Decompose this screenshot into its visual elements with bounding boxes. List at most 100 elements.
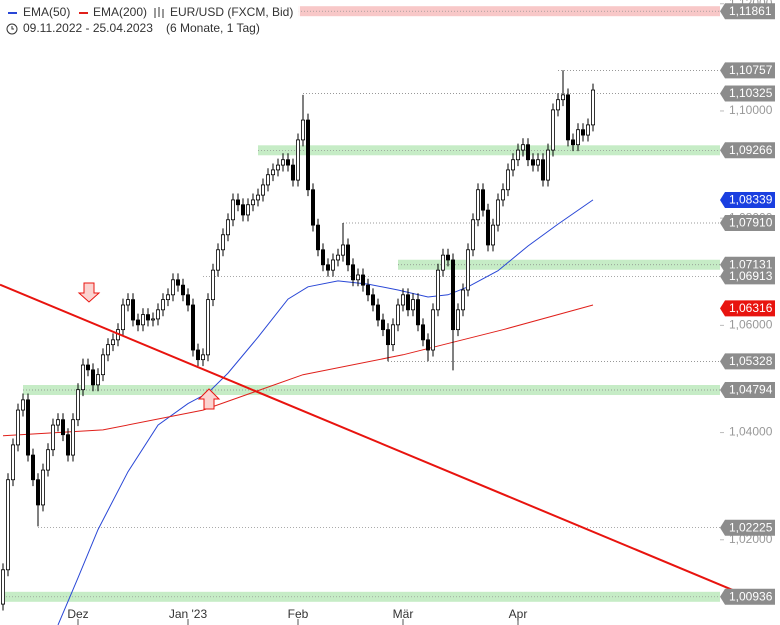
candle-body [155,309,160,320]
candle-body [96,374,101,386]
price-tag [720,191,775,208]
header-bg [0,0,300,38]
candle-body [66,434,71,456]
candle-body [91,369,96,386]
price-tag-label: 1,06316 [729,301,773,315]
candle-body [365,284,370,296]
legend-text: EMA(200) [93,5,147,19]
price-tag-label: 1,10325 [729,86,773,100]
candle-body [41,469,46,506]
candle-body [280,159,285,166]
candle-body [395,304,400,326]
candle-body [546,149,551,181]
candle-body [30,454,35,481]
candle-body [205,299,210,356]
price-tag-label: 1,07910 [729,216,773,230]
candle-body [360,274,365,286]
zone [3,591,720,602]
price-tag-label: 1,06913 [729,269,773,283]
candle-body [145,314,150,321]
candle-body [285,159,290,166]
candle-body [6,479,11,571]
candle-body [330,259,335,271]
x-tick-label: Feb [288,607,309,621]
candle-body [521,144,526,151]
candle-body [180,284,185,296]
candle-body [235,199,240,206]
candle-body [440,254,445,271]
candle-body [460,289,465,311]
price-tag [720,519,775,536]
candle-body [220,234,225,251]
candle-body [415,299,420,326]
candle-body [551,109,556,151]
candle-body [325,264,330,271]
candle-body [126,299,131,306]
candle-body [111,339,116,346]
candle-body [576,129,581,146]
candle-body [170,279,175,296]
candle-body [15,409,20,446]
price-tag [720,85,775,102]
price-tag [720,588,775,605]
candle-body [475,189,480,221]
arrow-up [197,388,221,410]
candle-body [195,349,200,361]
candle-body [536,159,541,166]
price-tag [720,3,775,20]
candle-body [265,174,270,186]
candle-body [420,324,425,341]
candle-body [36,479,41,506]
candle-body [101,354,106,376]
y-tick-label: 1,04000 [729,425,773,439]
price-tag-label: 1,08339 [729,193,773,207]
price-tag-label: 1,04794 [729,383,773,397]
price-tag-label: 1,05328 [729,354,773,368]
price-tag [720,353,775,370]
candle-body [305,119,310,191]
candle-body [490,224,495,246]
candle-body [571,139,576,146]
candle-body [526,144,531,161]
candle-body [215,249,220,271]
price-tag-label: 1,09266 [729,143,773,157]
candle-body [586,124,591,136]
candle-body [465,249,470,291]
candle-body [140,314,145,326]
candle-body [310,189,315,226]
candle-body [541,159,546,181]
candle-body [345,244,350,266]
price-tag-label: 1,11861 [729,4,772,18]
candle-body [531,159,536,166]
date-range: 09.11.2022 - 25.04.2023 [23,21,153,35]
candle-body [385,329,390,346]
x-tick-label: Dez [67,607,88,621]
candle-body [485,209,490,246]
legend-text: EMA(50) [23,5,70,19]
price-tag-label: 1,07131 [729,257,773,271]
price-tag [720,300,775,317]
candle-body [200,354,205,361]
price-tag [720,214,775,231]
candle-body [295,139,300,181]
candle-body [315,224,320,251]
candle-body [160,299,165,311]
price-tag [720,62,775,79]
candle-body [240,204,245,216]
candle-body [591,89,596,126]
candle-body [320,249,325,266]
clock-icon [6,23,18,35]
candle-body [230,199,235,221]
candle-body [275,164,280,171]
candle-body [175,279,180,286]
candle-body [51,424,56,451]
candle-body [0,569,6,605]
arrow-down [77,282,101,303]
candle-body [495,199,500,226]
ema-line [57,199,594,625]
candle-body [135,319,140,326]
price-axis: 1,120001,100001,080001,060001,040001,020… [720,0,775,605]
candle-body [410,299,415,311]
candle-body [165,294,170,301]
